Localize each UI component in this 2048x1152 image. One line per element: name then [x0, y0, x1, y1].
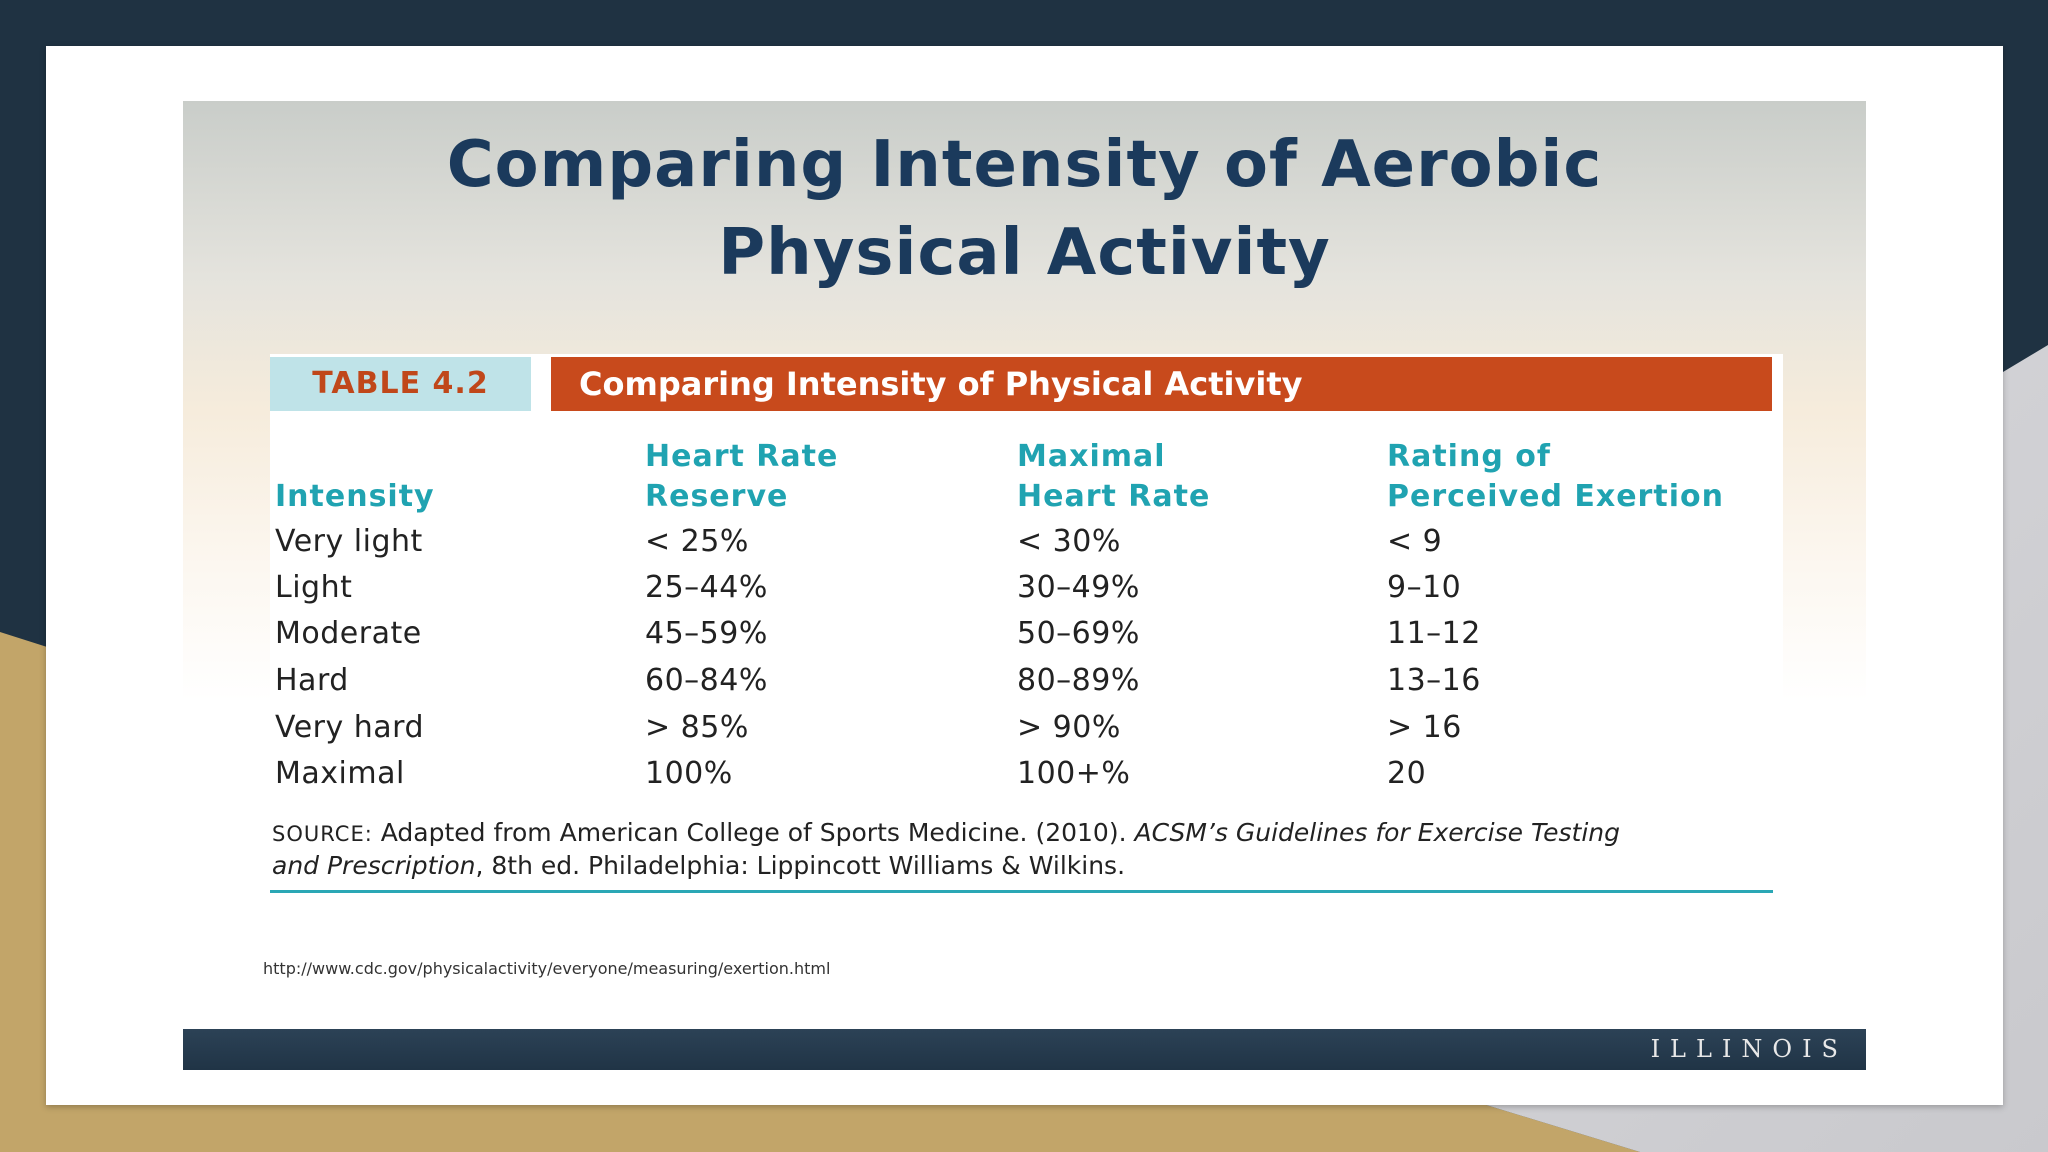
table-row: Light 25–44% 30–49% 9–10 [270, 566, 1783, 610]
cell-intensity: Moderate [275, 616, 422, 651]
cell-mhr: 100+% [1017, 756, 1131, 791]
cell-mhr: 50–69% [1017, 616, 1140, 651]
cell-rpe: 13–16 [1387, 663, 1481, 698]
slide-title: Comparing Intensity of Aerobic Physical … [183, 121, 1866, 297]
cell-intensity: Light [275, 570, 353, 605]
cell-hrr: 45–59% [645, 616, 768, 651]
cell-mhr: < 30% [1017, 524, 1121, 559]
cell-mhr: > 90% [1017, 710, 1121, 745]
cell-hrr: > 85% [645, 710, 749, 745]
cell-rpe: 11–12 [1387, 616, 1481, 651]
table-row: Hard 60–84% 80–89% 13–16 [270, 659, 1783, 703]
cell-hrr: 100% [645, 756, 733, 791]
slide-card: Comparing Intensity of Aerobic Physical … [46, 46, 2003, 1105]
cell-mhr: 30–49% [1017, 570, 1140, 605]
cell-intensity: Very hard [275, 710, 425, 745]
cell-hrr: < 25% [645, 524, 749, 559]
table-bottom-rule [270, 890, 1773, 893]
table-row: Maximal 100% 100+% 20 [270, 752, 1783, 796]
cell-intensity: Very light [275, 524, 423, 559]
intensity-table: TABLE 4.2 Comparing Intensity of Physica… [270, 354, 1783, 894]
source-italic-2: and Prescription [272, 851, 476, 880]
table-title-banner: Comparing Intensity of Physical Activity [551, 357, 1772, 411]
table-number-tag: TABLE 4.2 [270, 357, 531, 411]
cell-hrr: 60–84% [645, 663, 768, 698]
header-hrr-line-2: Reserve [645, 479, 789, 514]
cell-rpe: > 16 [1387, 710, 1462, 745]
header-mhr-line-2: Heart Rate [1017, 479, 1211, 514]
header-rpe: Rating of Perceived Exertion [1387, 437, 1724, 517]
slide-title-line-1: Comparing Intensity of Aerobic [446, 128, 1603, 202]
header-rpe-line-2: Perceived Exertion [1387, 479, 1724, 514]
cell-mhr: 80–89% [1017, 663, 1140, 698]
header-rpe-line-1: Rating of [1387, 439, 1551, 474]
cell-intensity: Hard [275, 663, 349, 698]
cell-rpe: 20 [1387, 756, 1427, 791]
source-label: SOURCE: [272, 822, 373, 846]
table-source-note: SOURCE: Adapted from American College of… [272, 817, 1782, 881]
header-intensity-line-1 [275, 437, 435, 477]
header-intensity-line-2: Intensity [275, 479, 435, 514]
table-row: Moderate 45–59% 50–69% 11–12 [270, 612, 1783, 656]
header-hrr-line-1: Heart Rate [645, 439, 839, 474]
cell-rpe: < 9 [1387, 524, 1443, 559]
header-mhr-line-1: Maximal [1017, 439, 1166, 474]
illinois-logo: ILLINOIS [1650, 1035, 1848, 1063]
cell-intensity: Maximal [275, 756, 405, 791]
header-intensity: Intensity [275, 437, 435, 517]
table-row: Very hard > 85% > 90% > 16 [270, 706, 1783, 750]
slide-title-line-2: Physical Activity [718, 216, 1331, 290]
footer-bar: ILLINOIS [183, 1029, 1866, 1070]
cell-hrr: 25–44% [645, 570, 768, 605]
slide-content: Comparing Intensity of Aerobic Physical … [183, 101, 1866, 1070]
table-row: Very light < 25% < 30% < 9 [270, 520, 1783, 564]
source-text-2: , 8th ed. Philadelphia: Lippincott Willi… [475, 851, 1126, 880]
header-maximal-heart-rate: Maximal Heart Rate [1017, 437, 1210, 517]
source-text-1: Adapted from American College of Sports … [380, 818, 1127, 847]
source-url: http://www.cdc.gov/physicalactivity/ever… [263, 959, 831, 978]
source-italic-1: ACSM’s Guidelines for Exercise Testing [1134, 818, 1621, 847]
header-heart-rate-reserve: Heart Rate Reserve [645, 437, 838, 517]
cell-rpe: 9–10 [1387, 570, 1462, 605]
